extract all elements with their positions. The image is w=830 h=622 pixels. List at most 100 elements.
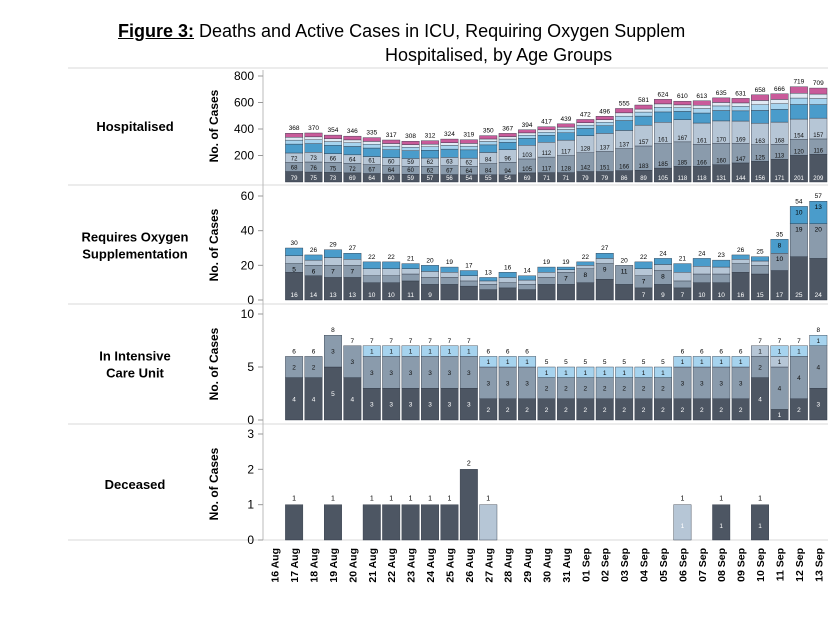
bar-segment-hospitalised — [789, 104, 808, 120]
segment-label: 2 — [312, 365, 316, 372]
bar-segment-oxygen — [382, 268, 401, 276]
bar-segment-hospitalised — [731, 106, 750, 112]
segment-label: 59 — [407, 176, 414, 182]
bar-segment-oxygen — [440, 277, 459, 285]
bar-segment-oxygen — [712, 259, 731, 268]
y-tick-label: 60 — [241, 189, 255, 203]
bar-segment-hospitalised — [576, 122, 595, 126]
bar-segment-oxygen — [518, 284, 537, 290]
bar-segment-oxygen — [692, 273, 711, 283]
segment-label: 10 — [718, 292, 726, 299]
bar-segment-hospitalised — [459, 145, 478, 151]
bar-segment-oxygen — [362, 261, 381, 270]
bar-segment-oxygen — [537, 277, 556, 285]
segment-label: 1 — [486, 359, 490, 366]
segment-label: 17 — [776, 292, 784, 299]
bar-deceased — [362, 504, 381, 541]
total-label: 6 — [525, 348, 529, 355]
bar-segment-oxygen — [576, 265, 595, 270]
segment-label: 154 — [794, 133, 805, 139]
total-label: 6 — [506, 348, 510, 355]
segment-label: 3 — [448, 402, 452, 409]
bar-segment-hospitalised — [809, 87, 828, 95]
bar-segment-icu — [673, 356, 692, 368]
bar-segment-oxygen — [459, 285, 478, 301]
total-label: 29 — [329, 242, 337, 249]
total-label: 350 — [483, 128, 494, 135]
x-tick-label: 03 Sep — [619, 548, 631, 582]
segment-label: 147 — [736, 157, 747, 163]
bar-segment-hospitalised — [304, 132, 323, 138]
segment-label: 185 — [658, 162, 669, 168]
segment-label: 59 — [407, 160, 414, 166]
bar-segment-oxygen — [285, 247, 304, 257]
bar-segment-hospitalised — [324, 138, 342, 142]
bar-deceased — [324, 504, 342, 541]
y-tick-label: 5 — [247, 360, 254, 374]
total-label: 7 — [758, 338, 762, 345]
x-tick-label: 21 Aug — [367, 548, 379, 583]
x-tick-label: 26 Aug — [464, 548, 476, 583]
segment-label: 2 — [642, 407, 646, 414]
bar-segment-oxygen — [751, 256, 769, 262]
bar-segment-oxygen — [712, 273, 731, 283]
segment-label: 171 — [774, 176, 785, 182]
y-tick-label: 800 — [234, 69, 254, 83]
segment-label: 1 — [700, 359, 704, 366]
segment-label: 68 — [291, 166, 298, 172]
bar-segment-oxygen — [673, 263, 692, 273]
bar-segment-icu — [770, 345, 789, 357]
total-label: 472 — [580, 111, 591, 118]
total-label: 19 — [543, 259, 551, 266]
bar-segment-hospitalised — [595, 122, 614, 126]
segment-label: 4 — [351, 396, 355, 403]
total-label: 7 — [370, 338, 374, 345]
total-label: 17 — [465, 263, 473, 270]
bar-segment-icu — [809, 335, 828, 347]
bar-segment-hospitalised — [634, 108, 653, 113]
bar-segment-hospitalised — [712, 105, 731, 111]
segment-label: 185 — [677, 160, 688, 166]
y-tick-label: 3 — [247, 427, 254, 441]
segment-label: 7 — [331, 268, 335, 275]
bar-segment-hospitalised — [576, 128, 595, 136]
bar-deceased — [382, 504, 401, 541]
segment-label: 3 — [467, 370, 471, 377]
segment-label: 118 — [697, 176, 707, 182]
segment-label: 3 — [719, 380, 723, 387]
bar-segment-oxygen — [401, 263, 420, 270]
segment-label: 2 — [545, 386, 549, 393]
segment-label: 1 — [428, 349, 432, 356]
bar-segment-oxygen — [576, 282, 595, 301]
segment-label: 62 — [427, 168, 434, 174]
total-label: 5 — [564, 359, 568, 366]
segment-label: 167 — [677, 136, 688, 142]
bar-segment-icu — [362, 345, 381, 357]
segment-label: 8 — [661, 274, 665, 281]
total-label: 308 — [405, 133, 416, 140]
segment-label: 25 — [795, 292, 803, 299]
y-tick-label: 400 — [234, 122, 254, 136]
segment-label: 1 — [389, 349, 393, 356]
bar-segment-hospitalised — [712, 97, 731, 103]
bar-segment-hospitalised — [751, 100, 769, 105]
total-label: 7 — [351, 338, 355, 345]
total-label: 346 — [347, 128, 358, 135]
total-label: 1 — [428, 496, 432, 503]
bar-segment-hospitalised — [712, 102, 731, 107]
total-label: 22 — [582, 254, 590, 261]
segment-label: 131 — [716, 176, 727, 182]
segment-label: 2 — [584, 407, 588, 414]
segment-label: 2 — [681, 407, 685, 414]
bar-segment-icu — [692, 356, 711, 368]
bar-segment-hospitalised — [595, 119, 614, 123]
total-label: 335 — [366, 130, 377, 137]
bar-segment-hospitalised — [789, 97, 808, 105]
bar-segment-oxygen — [789, 206, 808, 224]
bar-segment-icu — [556, 366, 575, 378]
segment-label: 1 — [545, 370, 549, 377]
bar-segment-hospitalised — [692, 108, 711, 114]
total-label: 709 — [813, 80, 824, 87]
segment-label: 67 — [368, 168, 375, 174]
bar-segment-hospitalised — [654, 111, 672, 123]
